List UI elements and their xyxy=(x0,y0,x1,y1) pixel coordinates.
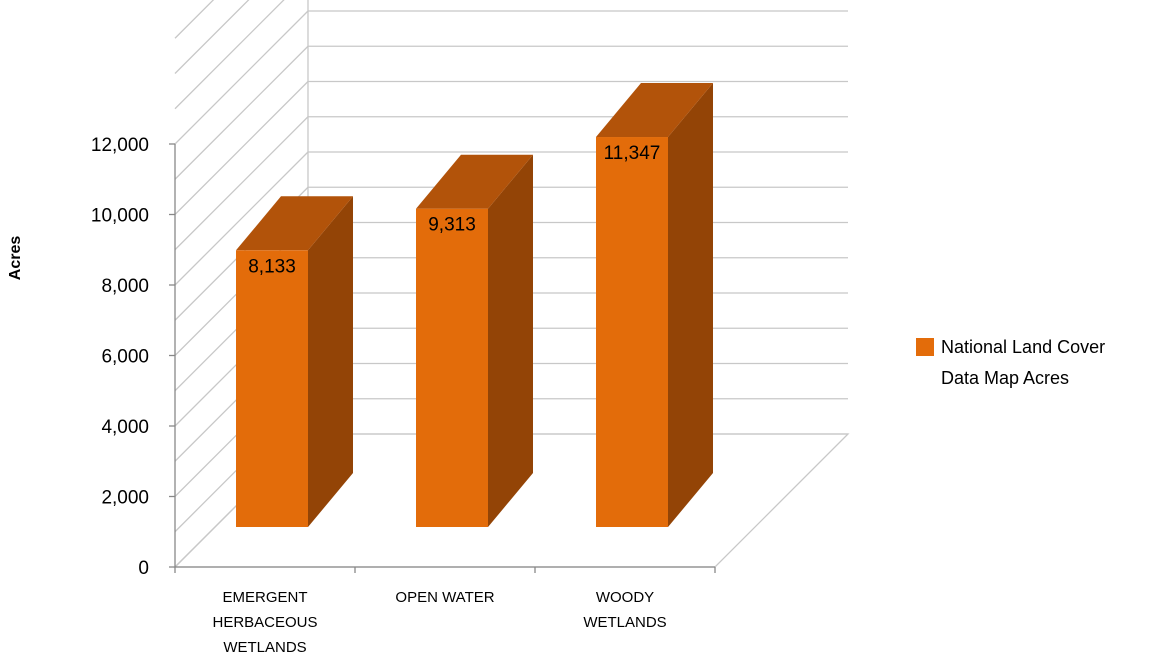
bars: 8,133 9,313 11,347 xyxy=(236,83,713,528)
y-tick-label: 10,000 xyxy=(91,206,149,227)
legend: National Land Cover Data Map Acres xyxy=(916,337,1105,388)
bar-side xyxy=(488,154,533,528)
x-axis-labels: EMERGENT HERBACEOUS WETLANDS OPEN WATER WOOD… xyxy=(174,567,716,656)
data-label: 11,347 xyxy=(604,143,661,164)
gridline-diagonal xyxy=(174,0,285,110)
bar-top xyxy=(596,83,713,138)
category-label: WETLANDS xyxy=(223,639,306,656)
bar: 8,133 xyxy=(236,196,353,527)
gridline-diagonal xyxy=(174,0,250,74)
legend-label-line1: National Land Cover xyxy=(941,337,1105,357)
category-label: EMERGENT xyxy=(222,589,307,606)
bar-front xyxy=(236,250,308,527)
bar-top xyxy=(236,196,353,251)
gridline-diagonal xyxy=(174,45,309,180)
y-tick-label: 8,000 xyxy=(101,276,149,297)
gridline-diagonal xyxy=(174,10,309,145)
category-label: WOODY xyxy=(596,589,654,606)
y-tick-label: 6,000 xyxy=(101,347,149,368)
bar: 11,347 xyxy=(596,83,713,527)
y-axis-title: Acres xyxy=(7,236,24,281)
legend-label-line2: Data Map Acres xyxy=(941,368,1069,388)
bar-front xyxy=(416,208,488,528)
category-label: HERBACEOUS xyxy=(212,614,317,631)
category-label: WETLANDS xyxy=(583,614,666,631)
y-tick-label: 0 xyxy=(138,558,149,579)
bar-front xyxy=(596,137,668,527)
data-label: 9,313 xyxy=(428,215,476,236)
y-tick-label: 2,000 xyxy=(101,488,149,509)
y-axis: 0 2,000 4,000 6,000 8,000 10,000 12,000 xyxy=(91,135,715,579)
gridline-diagonal xyxy=(174,0,215,39)
legend-swatch xyxy=(916,338,934,356)
y-tick-label: 4,000 xyxy=(101,417,149,438)
gridline-diagonal xyxy=(174,81,309,215)
gridline-diagonal xyxy=(174,151,309,286)
y-tick-label: 12,000 xyxy=(91,135,149,156)
bar-side xyxy=(668,83,713,527)
data-label: 8,133 xyxy=(248,256,296,277)
category-label: OPEN WATER xyxy=(395,589,494,606)
bar: 9,313 xyxy=(416,154,533,528)
bar-top xyxy=(416,154,533,209)
gridline-diagonal xyxy=(174,116,309,251)
bar-side xyxy=(308,196,353,527)
